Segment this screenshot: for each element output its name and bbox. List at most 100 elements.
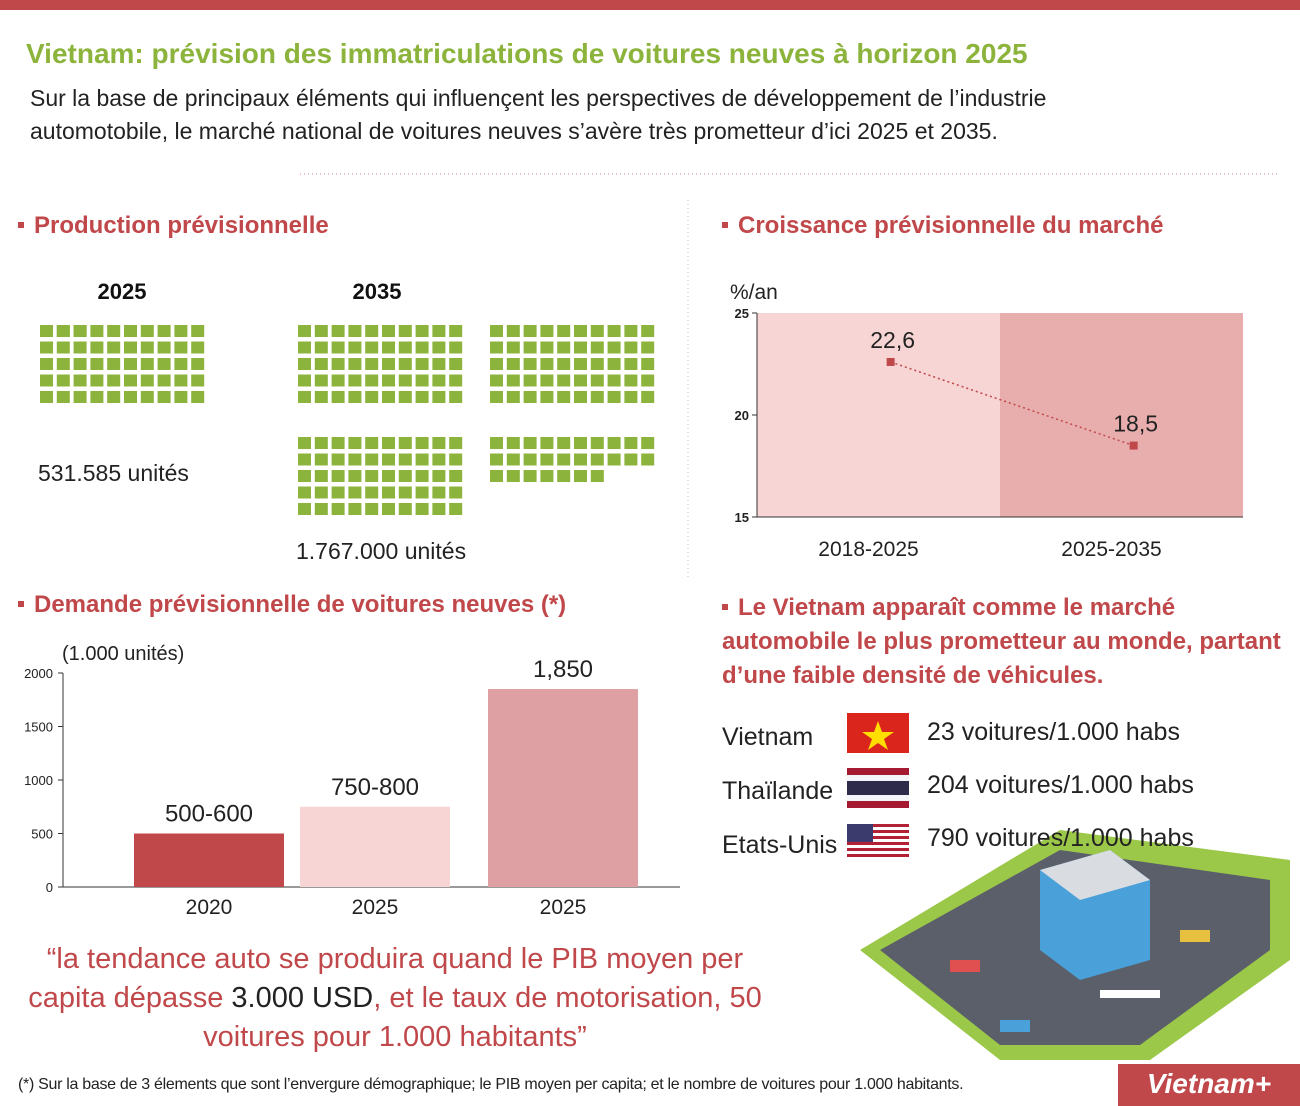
unit-square bbox=[415, 470, 429, 482]
unit-square bbox=[314, 374, 328, 387]
unit-square bbox=[590, 341, 604, 354]
unit-square bbox=[331, 453, 345, 466]
unit-square bbox=[314, 486, 328, 499]
unit-square bbox=[523, 374, 537, 387]
unit-square bbox=[365, 503, 379, 515]
unit-square bbox=[398, 358, 412, 370]
unit-square bbox=[124, 374, 137, 387]
unit-square bbox=[641, 391, 655, 403]
unit-square bbox=[641, 453, 655, 466]
unit-square bbox=[124, 341, 137, 354]
unit-square bbox=[348, 325, 362, 337]
value-label: 750-800 bbox=[331, 774, 419, 801]
quote-text: “la tendance auto se produira quand le P… bbox=[28, 943, 744, 1014]
unit-square bbox=[432, 486, 446, 499]
unit-square bbox=[298, 503, 311, 515]
unit-square bbox=[398, 437, 412, 449]
unit-square bbox=[331, 391, 345, 403]
unit-square bbox=[590, 437, 604, 449]
unit-square bbox=[331, 374, 345, 387]
bar bbox=[134, 833, 284, 887]
country: Vietnam bbox=[722, 723, 814, 751]
unit-square bbox=[314, 341, 328, 354]
x-tick-label: 2018-2025 bbox=[818, 538, 918, 561]
unit-square bbox=[191, 374, 205, 387]
x-tick-label: 2025-2035 bbox=[1061, 538, 1161, 561]
unit-square bbox=[398, 374, 412, 387]
unit-square bbox=[574, 341, 587, 354]
unit-square bbox=[624, 341, 638, 354]
unit-square bbox=[490, 341, 503, 354]
value-label: 531.585 unités bbox=[38, 460, 189, 486]
unit-square bbox=[73, 391, 87, 403]
unit-square bbox=[124, 358, 137, 370]
unit-square bbox=[382, 470, 395, 482]
unit-square bbox=[607, 374, 621, 387]
y-tick-label: 0 bbox=[46, 880, 53, 895]
unit-square bbox=[506, 374, 520, 387]
unit-square bbox=[432, 470, 446, 482]
unit-square bbox=[574, 358, 587, 370]
year-label: 2035 bbox=[353, 279, 402, 304]
unit-square bbox=[191, 391, 205, 403]
unit-square bbox=[641, 358, 655, 370]
unit-square bbox=[449, 341, 463, 354]
unit-square bbox=[382, 486, 395, 499]
unit-square bbox=[298, 341, 311, 354]
unit-square bbox=[415, 503, 429, 515]
unit-square bbox=[490, 470, 503, 482]
unit-square bbox=[40, 358, 53, 370]
unit-square bbox=[348, 391, 362, 403]
flag-thailand bbox=[847, 768, 909, 808]
unit-square bbox=[540, 437, 554, 449]
unit-square bbox=[641, 437, 655, 449]
country: Etats-Unis bbox=[722, 831, 838, 859]
unit-square bbox=[174, 358, 188, 370]
unit-square bbox=[348, 486, 362, 499]
unit-square bbox=[331, 358, 345, 370]
unit-square bbox=[298, 358, 311, 370]
unit-square bbox=[382, 437, 395, 449]
unit-square bbox=[574, 470, 587, 482]
section-heading: Production prévisionnelle bbox=[18, 212, 329, 240]
unit-square bbox=[365, 453, 379, 466]
unit-square bbox=[298, 453, 311, 466]
unit-square bbox=[40, 374, 53, 387]
unit-square bbox=[574, 437, 587, 449]
quote-text: , et le taux de motorisation, 50 voiture… bbox=[203, 982, 762, 1053]
flag-usa bbox=[847, 824, 909, 860]
unit-square bbox=[506, 437, 520, 449]
unit-square bbox=[540, 358, 554, 370]
point bbox=[1129, 441, 1138, 450]
unit-square bbox=[641, 341, 655, 354]
unit-square bbox=[490, 453, 503, 466]
unit-square bbox=[298, 470, 311, 482]
unit-square bbox=[140, 374, 154, 387]
density-text: 204 voitures/1.000 habs bbox=[927, 771, 1194, 799]
unit-square bbox=[157, 374, 171, 387]
unit-square bbox=[624, 391, 638, 403]
unit-square bbox=[398, 391, 412, 403]
unit-square bbox=[90, 325, 104, 337]
y-tick-label: 1500 bbox=[24, 720, 53, 735]
unit-square bbox=[140, 391, 154, 403]
unit-square bbox=[432, 325, 446, 337]
unit-square bbox=[398, 325, 412, 337]
unit-square bbox=[590, 358, 604, 370]
unit-square bbox=[540, 470, 554, 482]
flag-vietnam bbox=[847, 713, 909, 753]
unit-square bbox=[506, 391, 520, 403]
unit-square bbox=[73, 374, 87, 387]
unit-square bbox=[607, 437, 621, 449]
unit-square bbox=[449, 503, 463, 515]
unit-square bbox=[314, 391, 328, 403]
logo-bg bbox=[1118, 1064, 1300, 1106]
unit-square bbox=[449, 325, 463, 337]
unit-square bbox=[506, 470, 520, 482]
unit-square bbox=[191, 358, 205, 370]
y-axis-label: (1.000 unités) bbox=[62, 643, 184, 665]
unit-square bbox=[398, 453, 412, 466]
density-countries: Vietnam Thaïlande Etats-Unis bbox=[722, 710, 837, 872]
unit-square bbox=[140, 341, 154, 354]
